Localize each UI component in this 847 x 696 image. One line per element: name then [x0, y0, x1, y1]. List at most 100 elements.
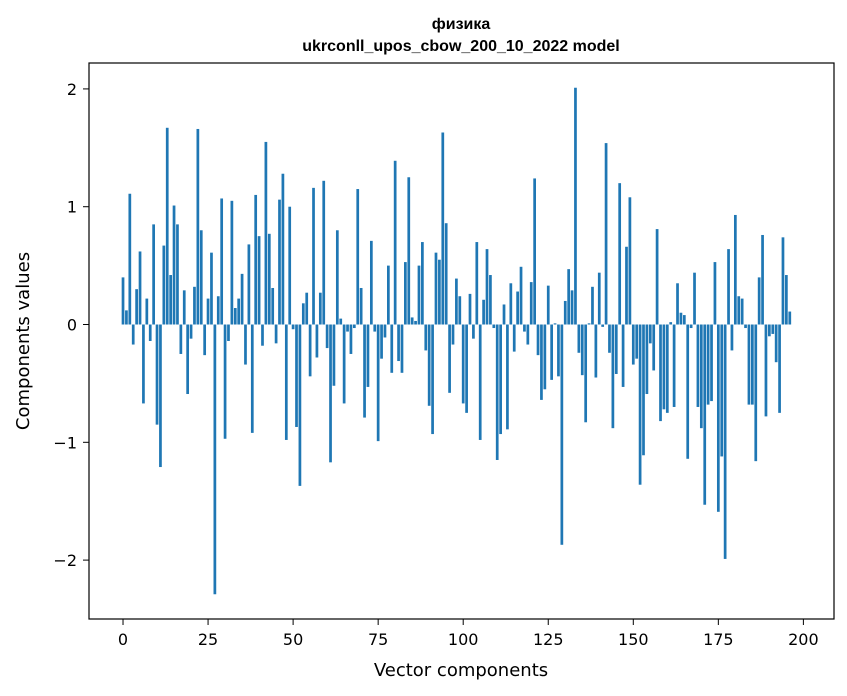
bar-49: [288, 206, 292, 325]
bar-86: [414, 320, 417, 325]
x-tick-label: 75: [368, 630, 388, 649]
bar-140: [597, 272, 601, 325]
bar-176: [720, 324, 724, 457]
bar-29: [220, 198, 224, 325]
bar-162: [672, 324, 676, 407]
bar-91: [431, 324, 434, 435]
bar-151: [635, 324, 639, 359]
bar-111: [499, 324, 502, 435]
bar-120: [529, 282, 533, 325]
bar-129: [560, 324, 564, 545]
bar-183: [744, 324, 747, 329]
bar-30: [223, 324, 227, 439]
bar-27: [213, 324, 217, 595]
bar-114: [509, 283, 513, 325]
bar-47: [281, 173, 285, 325]
bar-171: [703, 324, 707, 505]
y-tick-label: −2: [53, 551, 77, 570]
bar-158: [659, 324, 662, 422]
bar-164: [679, 312, 683, 325]
bar-2: [128, 193, 132, 325]
bar-180: [733, 214, 737, 325]
bar-115: [512, 324, 516, 352]
bar-8: [148, 324, 152, 341]
bar-169: [696, 324, 700, 407]
bar-145: [614, 324, 618, 374]
bar-194: [781, 237, 785, 325]
bar-137: [587, 323, 591, 325]
bar-189: [764, 324, 768, 417]
bar-143: [608, 324, 611, 353]
bar-166: [686, 324, 690, 459]
bar-11: [159, 324, 162, 468]
bar-161: [669, 322, 673, 325]
bar-121: [533, 178, 536, 325]
bar-152: [638, 324, 642, 485]
bar-79: [390, 324, 394, 373]
bar-70: [359, 287, 363, 325]
bar-1: [125, 310, 128, 325]
bar-16: [176, 224, 179, 325]
chart-title: физика: [432, 16, 491, 33]
bar-117: [519, 266, 523, 325]
bar-38: [250, 324, 254, 433]
bar-116: [516, 291, 519, 325]
x-axis-label: Vector components: [374, 660, 548, 681]
bar-107: [485, 249, 489, 325]
bar-154: [645, 324, 649, 395]
bar-72: [366, 324, 370, 387]
bar-75: [376, 324, 380, 442]
bar-58: [318, 292, 322, 325]
bar-41: [261, 324, 264, 346]
bar-61: [329, 324, 332, 463]
bar-48: [284, 324, 288, 440]
bar-195: [785, 275, 788, 325]
bar-141: [601, 324, 605, 327]
y-axis-ticks: 2 1 0 −1 −2: [53, 80, 89, 570]
bar-119: [526, 324, 530, 345]
bar-18: [182, 290, 186, 325]
bar-52: [298, 324, 302, 486]
bar-118: [523, 324, 526, 332]
bar-109: [492, 324, 496, 329]
bar-32: [230, 200, 234, 325]
bar-25: [206, 298, 210, 325]
bar-182: [740, 298, 744, 325]
x-tick-label: 25: [198, 630, 218, 649]
bar-133: [574, 87, 577, 325]
bar-43: [267, 233, 271, 325]
bar-39: [254, 194, 258, 325]
bar-44: [271, 287, 275, 325]
x-axis-ticks: 0 25 50 75 100 125 150 175 200: [118, 619, 819, 649]
bar-5: [138, 251, 142, 325]
bar-89: [424, 324, 428, 351]
bar-40: [257, 236, 261, 325]
bar-150: [631, 324, 635, 365]
bar-98: [455, 278, 458, 325]
bar-46: [278, 199, 281, 325]
bar-102: [468, 293, 472, 325]
bar-34: [237, 298, 241, 325]
bar-42: [264, 141, 268, 325]
bar-110: [495, 324, 499, 460]
bar-104: [475, 242, 479, 325]
bar-135: [580, 324, 584, 376]
bar-53: [301, 303, 305, 325]
bar-77: [383, 324, 387, 338]
bar-71: [363, 324, 366, 418]
bar-76: [380, 324, 383, 359]
bar-74: [373, 324, 377, 332]
bar-173: [710, 324, 713, 402]
bar-123: [540, 324, 543, 400]
bar-85: [410, 317, 414, 325]
bar-62: [332, 324, 336, 386]
x-tick-label: 50: [283, 630, 303, 649]
bar-95: [444, 223, 448, 325]
x-tick-label: 125: [533, 630, 564, 649]
bar-31: [227, 324, 230, 341]
bar-192: [774, 324, 778, 363]
bar-126: [550, 324, 554, 380]
y-tick-label: 0: [67, 316, 77, 335]
bar-113: [506, 324, 509, 430]
bar-35: [240, 273, 244, 325]
